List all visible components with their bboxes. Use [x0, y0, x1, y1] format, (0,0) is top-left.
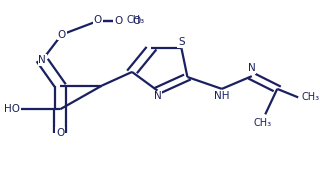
Text: O: O: [58, 30, 66, 40]
Text: CH₃: CH₃: [301, 92, 319, 102]
Text: O: O: [56, 128, 64, 138]
Text: HO: HO: [4, 104, 20, 114]
Text: CH₃: CH₃: [253, 118, 271, 128]
Text: N: N: [154, 91, 161, 101]
Text: S: S: [178, 37, 185, 47]
Text: N: N: [38, 55, 46, 65]
Text: O: O: [132, 16, 141, 26]
Text: O: O: [93, 15, 102, 25]
Text: NH: NH: [214, 91, 229, 101]
Text: CH₃: CH₃: [126, 15, 144, 25]
Text: O: O: [114, 16, 122, 26]
Text: N: N: [248, 63, 256, 73]
